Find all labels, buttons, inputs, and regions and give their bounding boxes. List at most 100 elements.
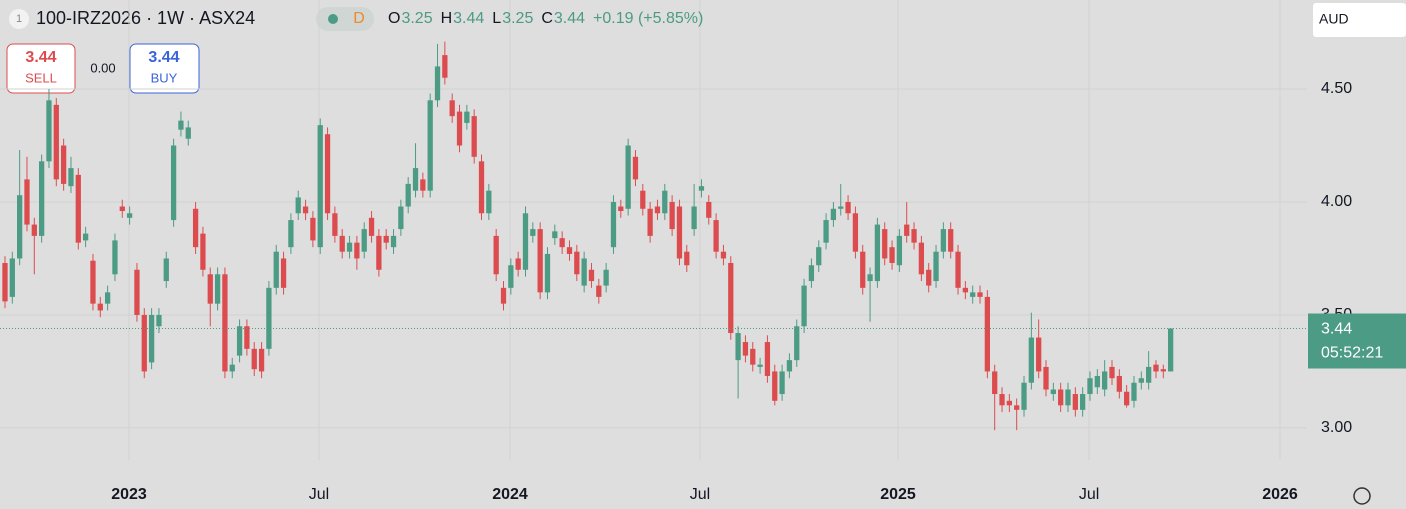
sell-button[interactable] (6, 43, 76, 94)
candle-body (1043, 366, 1049, 390)
candle-body (823, 220, 829, 243)
candle-body (295, 197, 301, 214)
candle-body (156, 314, 162, 327)
candle-body (537, 229, 543, 293)
y-tick-label: 4.00 (1321, 193, 1352, 210)
x-tick-label: 2025 (880, 486, 916, 503)
candle-body (1131, 382, 1137, 401)
candle-body (794, 326, 800, 361)
candle-body (478, 161, 485, 214)
candle-body (222, 274, 228, 372)
candle-body (280, 258, 287, 288)
candle-body (1036, 337, 1042, 372)
candle-body (456, 111, 463, 146)
candle-body (192, 208, 199, 248)
spread: 0.00 (90, 60, 115, 75)
candle-body (757, 364, 763, 367)
candle-body (544, 253, 551, 293)
ohlc-value: 3.44 (554, 10, 585, 27)
ohlc-legend: O 3.25 H 3.44 L 3.25 C 3.44 +0.19 (+5.85%) (388, 10, 703, 27)
candle-body (830, 208, 837, 221)
candle-body (1168, 328, 1174, 372)
candle-body (691, 206, 697, 230)
candle-body (999, 394, 1005, 406)
candle-body (420, 179, 426, 191)
candle-body (31, 224, 37, 236)
candle-body (310, 217, 316, 241)
candle-body (163, 258, 169, 282)
candle-body (581, 258, 587, 286)
candle-body (647, 208, 653, 236)
settings-icon[interactable] (1353, 487, 1371, 505)
interval-badge: D (353, 10, 365, 27)
candle-body (1028, 337, 1034, 383)
candle-body (552, 231, 558, 239)
candle-body (376, 235, 382, 270)
last-price-label: 3.44 (1321, 321, 1352, 338)
candle-body (1065, 389, 1071, 406)
candle-body (662, 190, 668, 214)
candle-body (464, 111, 470, 123)
currency-box[interactable] (1313, 3, 1406, 37)
candle-body (1058, 389, 1064, 406)
candle-body (515, 258, 521, 270)
candle-body (574, 251, 580, 275)
candle-body (361, 229, 367, 252)
candle-body (500, 287, 507, 304)
candle-body (984, 296, 991, 372)
sell-label: SELL (25, 70, 57, 85)
countdown: 05:52:21 (1321, 345, 1383, 362)
x-tick-label: Jul (309, 486, 329, 503)
candle-body (214, 274, 221, 304)
candle-body (625, 145, 631, 209)
change: +0.19 (+5.85%) (593, 10, 703, 27)
candle-body (434, 66, 441, 101)
candle-body (801, 285, 807, 327)
candle-body (1116, 375, 1122, 392)
candle-body (251, 348, 257, 370)
status-dot (328, 14, 338, 24)
candle-body (53, 104, 59, 180)
candle-body (200, 233, 206, 270)
candle-body (405, 183, 411, 207)
candle-body (845, 201, 851, 214)
candle-body (288, 220, 294, 248)
candle-body (926, 269, 932, 286)
candle-body (838, 206, 844, 209)
last-price-box (1308, 313, 1406, 369)
badge-text: 1 (16, 13, 22, 25)
grid (0, 0, 1307, 460)
candle-body (383, 235, 389, 243)
symbol: 100-IRZ2026 · 1W · ASX24 (36, 8, 255, 28)
candle-body (141, 314, 147, 372)
candle-body (896, 235, 903, 266)
ohlc-value: 3.25 (502, 10, 533, 27)
candle-body (940, 229, 947, 252)
candle-body (618, 206, 624, 212)
y-tick-label: 3.00 (1321, 419, 1352, 436)
y-tick-label: 4.50 (1321, 80, 1352, 97)
candle-body (720, 251, 727, 259)
candle-body (1102, 371, 1108, 390)
candle-body (669, 201, 675, 230)
buy-button[interactable] (129, 43, 200, 94)
candle-body (68, 168, 74, 187)
candle-body (816, 247, 822, 266)
candle-body (889, 247, 895, 263)
candle-body (2, 262, 8, 302)
candle-body (948, 229, 954, 252)
candle-body (1006, 400, 1012, 406)
buy-label: BUY (151, 70, 178, 85)
candle-body (882, 229, 888, 259)
candle-body (852, 213, 859, 252)
candle-body (346, 242, 353, 252)
candle-body (412, 168, 419, 191)
candle-body (698, 186, 705, 191)
candle-body (955, 251, 961, 288)
candle-body (178, 120, 184, 130)
candle-body (676, 206, 683, 259)
candle-body (750, 348, 756, 365)
candle-body (1072, 394, 1078, 410)
ohlc-key: O (388, 10, 400, 27)
